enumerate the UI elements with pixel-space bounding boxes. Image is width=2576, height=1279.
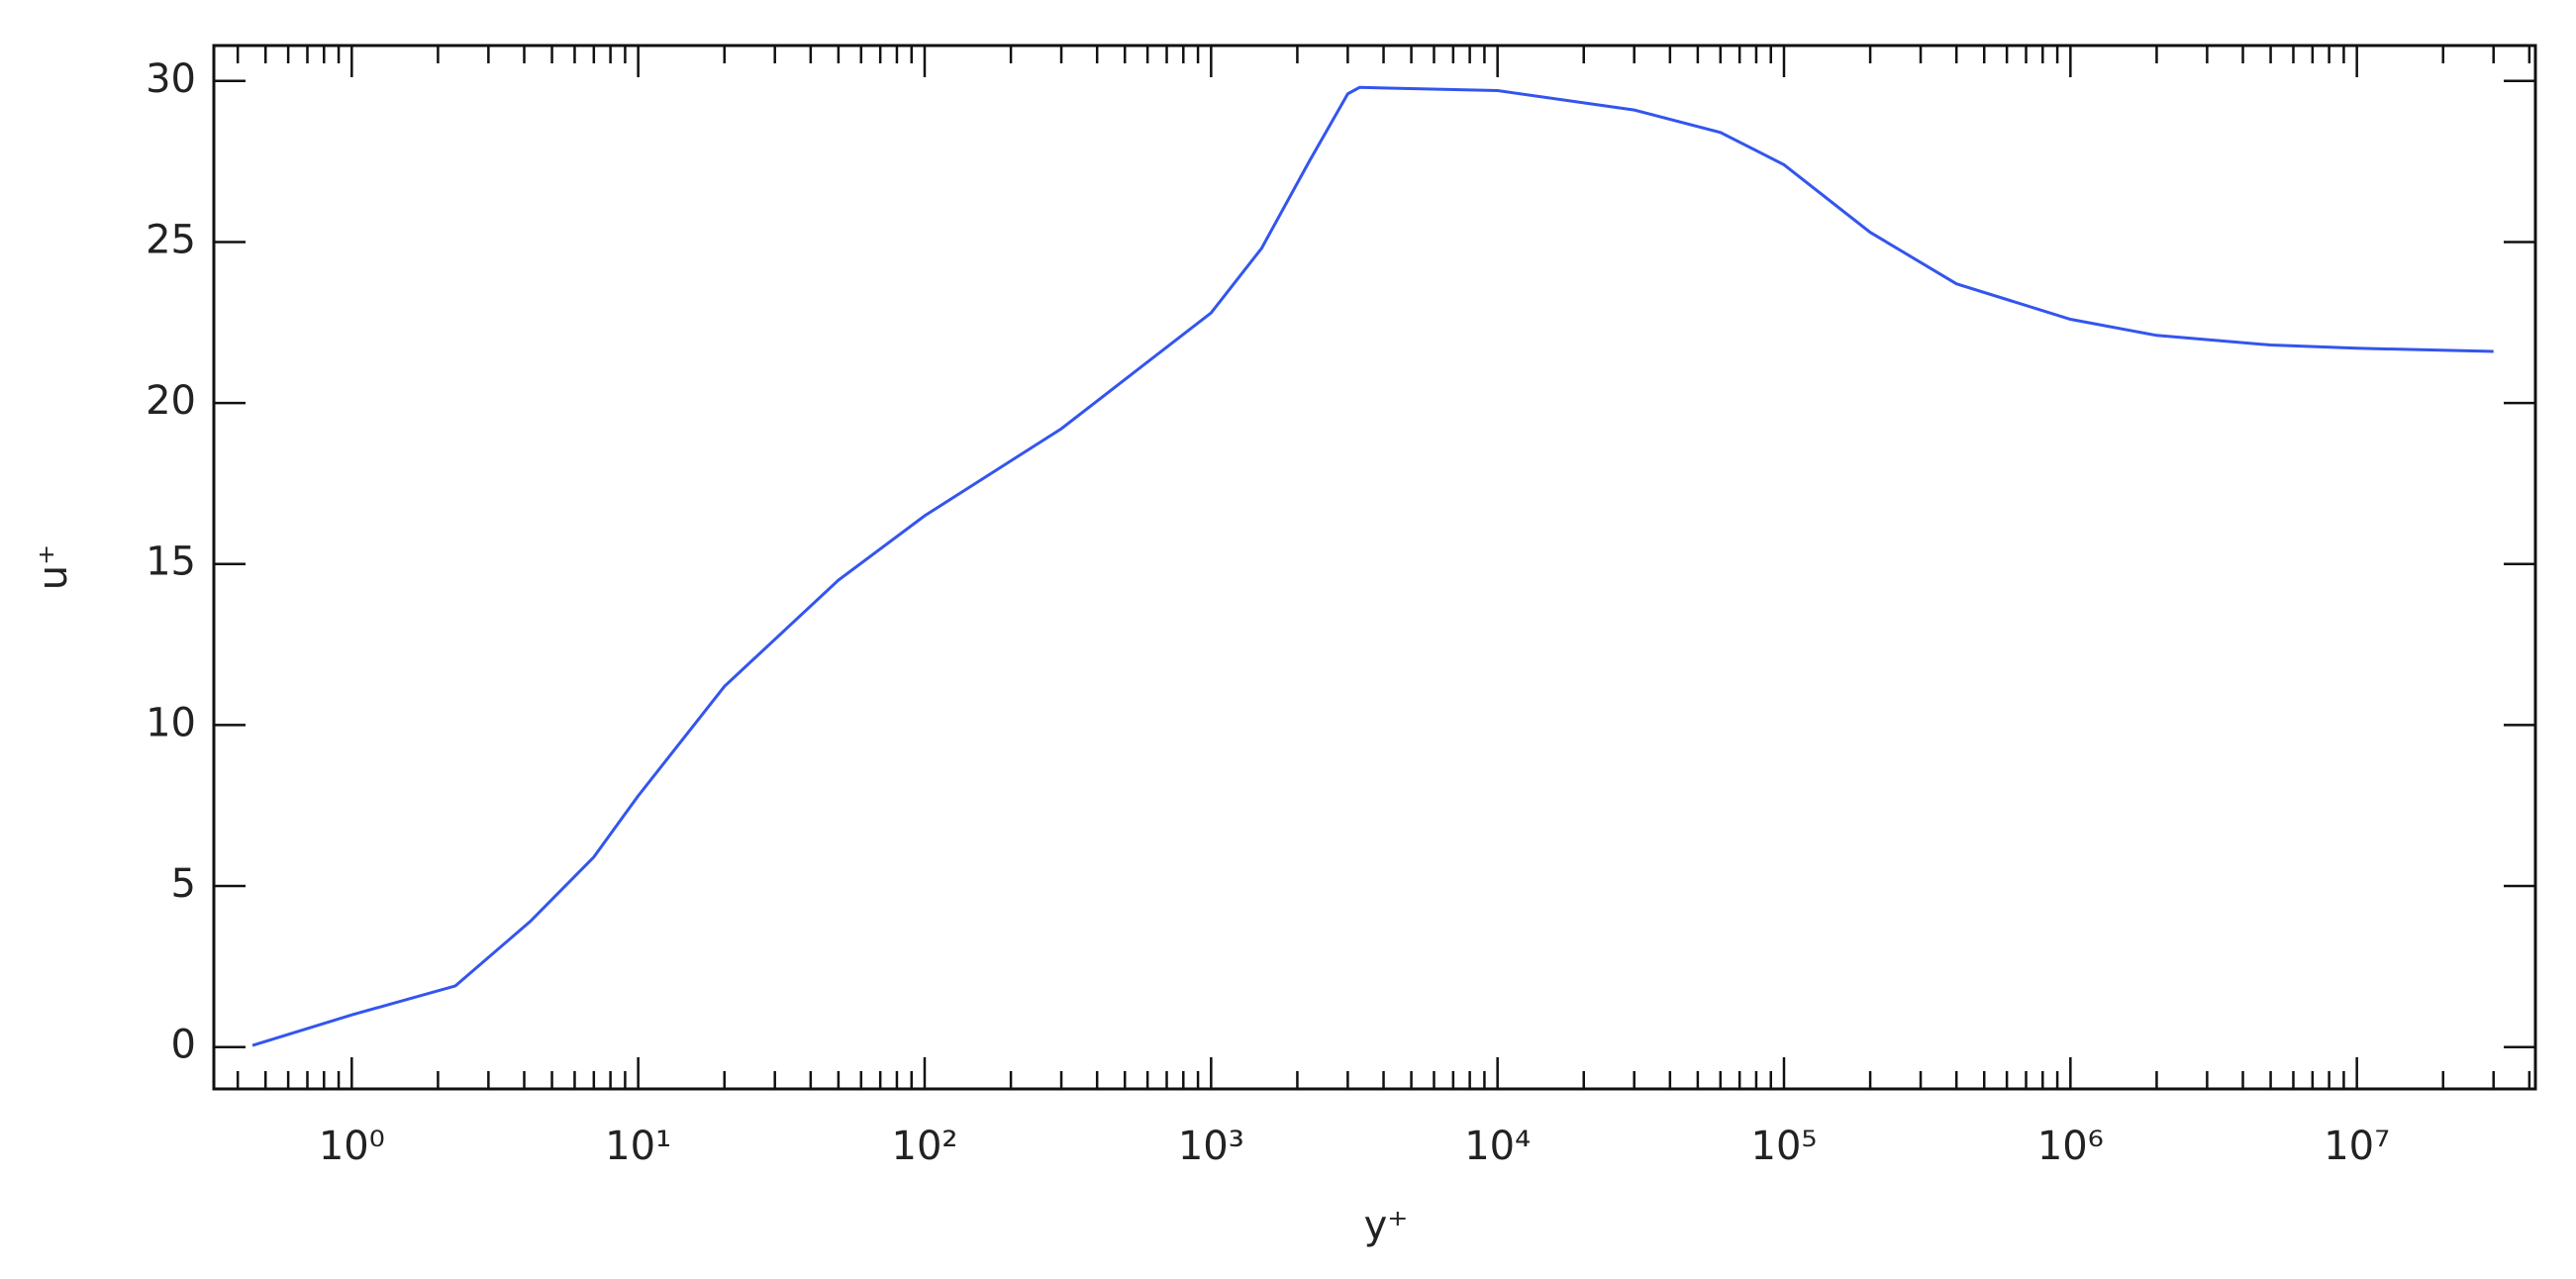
y-tick-label: 30 — [146, 56, 196, 102]
data-line — [251, 85, 2494, 1047]
y-tick-label: 5 — [171, 861, 196, 907]
y-tick-label: 0 — [171, 1023, 196, 1068]
x-tick-label: 10⁶ — [2037, 1124, 2104, 1169]
y-axis-label: u⁺ — [31, 544, 76, 590]
x-tick-label: 10⁷ — [2324, 1124, 2390, 1169]
y-tick-label: 20 — [146, 378, 196, 424]
plot-frame — [212, 44, 2537, 1091]
x-tick-label: 10¹ — [605, 1124, 671, 1169]
x-tick-label: 10³ — [1178, 1124, 1244, 1169]
x-axis-label: y⁺ — [1364, 1203, 1409, 1248]
y-tick-label: 15 — [146, 540, 196, 585]
x-tick-label: 10⁴ — [1464, 1124, 1531, 1169]
x-tick-label: 10⁰ — [319, 1124, 385, 1169]
y-tick-label: 25 — [146, 217, 196, 262]
y-tick-label: 10 — [146, 700, 196, 745]
x-tick-label: 10² — [892, 1124, 958, 1169]
x-tick-label: 10⁵ — [1751, 1124, 1818, 1169]
